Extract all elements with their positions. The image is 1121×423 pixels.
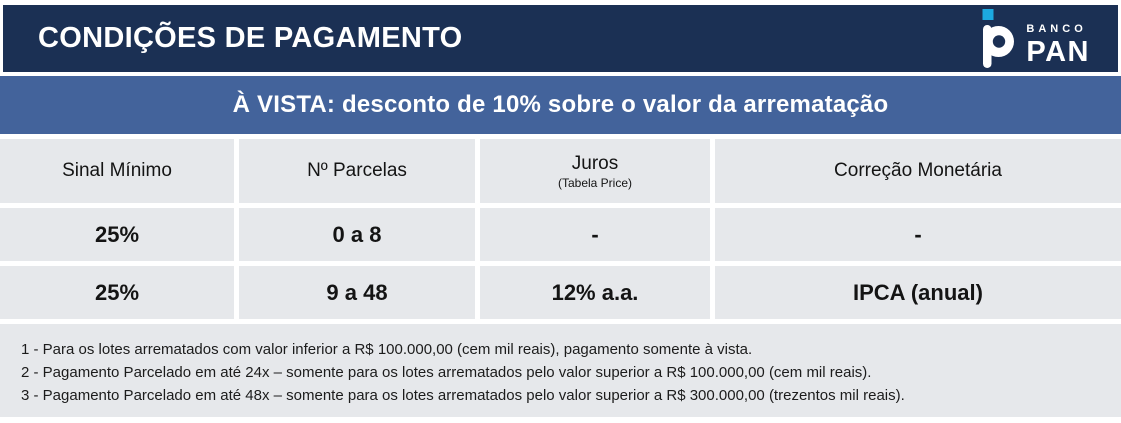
avista-discount-text: À VISTA: desconto de 10% sobre o valor d… — [232, 91, 889, 118]
logo-banco-text: BANCO — [1026, 23, 1087, 35]
table-cell-parcelas-row2: 9 a 48 — [239, 266, 475, 319]
table-cell-juros-row2: 12% a.a. — [480, 266, 710, 319]
pan-p-icon — [982, 9, 1015, 68]
footnotes-panel: 1 - Para os lotes arrematados com valor … — [0, 324, 1121, 417]
header-label: Nº Parcelas — [307, 160, 407, 181]
header-cell-sinal-minimo: Sinal Mínimo — [0, 139, 234, 203]
payment-conditions-table: Sinal Mínimo Nº Parcelas Juros (Tabela P… — [0, 139, 1121, 319]
header-cell-correcao-monetaria: Correção Monetária — [715, 139, 1121, 203]
payment-conditions-banner: CONDIÇÕES DE PAGAMENTO BANCO PAN À VISTA… — [0, 5, 1121, 417]
logo-cyan-square — [982, 9, 994, 20]
table-cell-parcelas-row1: 0 a 8 — [239, 208, 475, 261]
footnote-2: 2 - Pagamento Parcelado em até 24x – som… — [21, 364, 872, 381]
footnote-1: 1 - Para os lotes arrematados com valor … — [21, 341, 753, 358]
table-cell-correcao-row2: IPCA (anual) — [715, 266, 1121, 319]
header-cell-juros: Juros (Tabela Price) — [480, 139, 710, 203]
avista-discount-banner: À VISTA: desconto de 10% sobre o valor d… — [0, 76, 1121, 134]
table-cell-sinal-row2: 25% — [0, 266, 234, 319]
page-title: CONDIÇÕES DE PAGAMENTO — [38, 22, 463, 54]
table-cell-juros-row1: - — [480, 208, 710, 261]
header-subnote-tabela-price: (Tabela Price) — [557, 175, 633, 190]
header-label: Correção Monetária — [834, 160, 1002, 181]
header-label: Juros — [571, 152, 619, 174]
header-cell-parcelas: Nº Parcelas — [239, 139, 475, 203]
footnote-3: 3 - Pagamento Parcelado em até 48x – som… — [21, 387, 905, 404]
banco-pan-logo: BANCO PAN — [981, 9, 1090, 68]
logo-wordmark: BANCO PAN — [1026, 24, 1090, 68]
table-cell-sinal-row1: 25% — [0, 208, 234, 261]
table-cell-correcao-row1: - — [715, 208, 1121, 261]
header-label: Sinal Mínimo — [62, 160, 172, 181]
header-bar: CONDIÇÕES DE PAGAMENTO BANCO PAN — [3, 5, 1118, 72]
logo-pan-text: PAN — [1026, 36, 1090, 68]
